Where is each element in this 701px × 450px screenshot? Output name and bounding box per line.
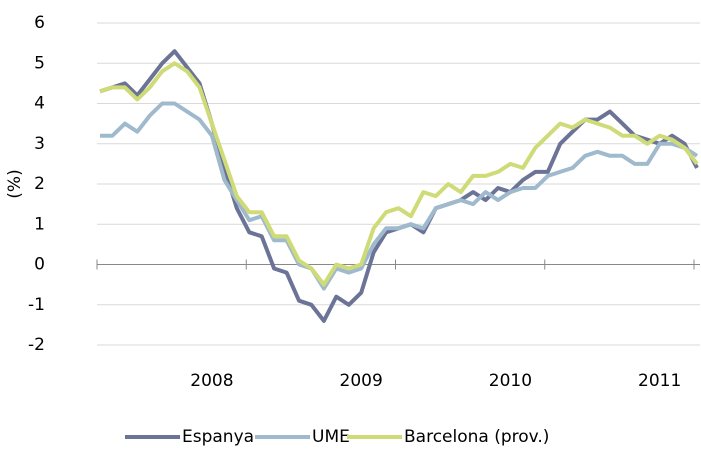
legend-label: Espanya (182, 427, 254, 447)
line-series (99, 49, 699, 323)
y-tick-label: 4 (34, 94, 45, 114)
x-tick-label: 2008 (190, 371, 233, 391)
line-series (100, 101, 699, 291)
y-tick-label: 2 (34, 174, 45, 194)
y-tick-label: 5 (34, 53, 45, 73)
y-axis-label: (%) (5, 169, 25, 198)
x-tick-label: 2010 (489, 371, 532, 391)
y-tick-label: 3 (34, 134, 45, 154)
legend-label: UME (312, 427, 350, 447)
line-series (99, 61, 699, 287)
y-tick-label: 0 (34, 255, 45, 275)
y-tick-label: -1 (28, 295, 45, 315)
x-tick-label: 2009 (340, 371, 383, 391)
y-tick-label: -2 (28, 335, 45, 355)
y-tick-label: 1 (34, 214, 45, 234)
legend-label: Barcelona (prov.) (404, 427, 549, 447)
y-tick-label: 6 (34, 13, 45, 33)
x-tick-label: 2011 (638, 371, 681, 391)
